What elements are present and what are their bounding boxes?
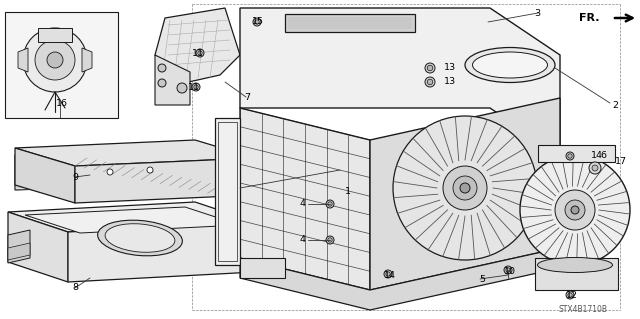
Polygon shape <box>8 202 255 232</box>
Circle shape <box>589 162 601 174</box>
Text: 6: 6 <box>600 152 606 160</box>
Circle shape <box>194 85 198 89</box>
Circle shape <box>571 206 579 214</box>
Polygon shape <box>240 248 560 310</box>
Text: 4: 4 <box>300 235 306 244</box>
Circle shape <box>565 200 585 220</box>
Circle shape <box>198 51 202 55</box>
Polygon shape <box>8 230 30 263</box>
Text: 2: 2 <box>612 100 618 109</box>
Circle shape <box>425 77 435 87</box>
Polygon shape <box>15 148 255 200</box>
Polygon shape <box>155 8 240 85</box>
Polygon shape <box>288 17 412 29</box>
Polygon shape <box>285 14 415 32</box>
Circle shape <box>326 200 334 208</box>
Polygon shape <box>5 12 118 118</box>
Text: 17: 17 <box>615 158 627 167</box>
Circle shape <box>393 116 537 260</box>
Circle shape <box>443 166 487 210</box>
Polygon shape <box>155 55 190 105</box>
Text: 4: 4 <box>300 199 306 209</box>
Circle shape <box>566 291 574 299</box>
Circle shape <box>177 83 187 93</box>
Text: 15: 15 <box>252 18 264 26</box>
Polygon shape <box>8 243 30 260</box>
Text: STX4B1710B: STX4B1710B <box>559 306 607 315</box>
Text: FR.: FR. <box>579 13 600 23</box>
Polygon shape <box>38 28 72 42</box>
Ellipse shape <box>538 257 612 272</box>
Circle shape <box>47 52 63 68</box>
Text: 13: 13 <box>444 78 456 86</box>
Circle shape <box>384 270 392 278</box>
Circle shape <box>192 83 200 91</box>
Circle shape <box>35 40 75 80</box>
Polygon shape <box>370 98 560 290</box>
Ellipse shape <box>465 48 555 83</box>
Circle shape <box>107 169 113 175</box>
Circle shape <box>592 165 598 171</box>
Polygon shape <box>215 118 240 265</box>
Text: 11: 11 <box>192 48 204 57</box>
Text: 5: 5 <box>479 276 485 285</box>
Circle shape <box>504 266 512 274</box>
Circle shape <box>568 293 572 297</box>
Circle shape <box>147 167 153 173</box>
Text: 14: 14 <box>384 271 396 279</box>
Circle shape <box>460 183 470 193</box>
Polygon shape <box>15 148 75 203</box>
Polygon shape <box>538 145 615 162</box>
Text: 1: 1 <box>345 188 351 197</box>
Polygon shape <box>535 258 618 290</box>
Polygon shape <box>82 48 92 72</box>
Text: 11: 11 <box>188 83 200 92</box>
Circle shape <box>328 202 332 206</box>
Ellipse shape <box>472 52 547 78</box>
Polygon shape <box>240 108 370 290</box>
Circle shape <box>196 49 204 57</box>
Circle shape <box>428 79 433 85</box>
Polygon shape <box>25 207 240 233</box>
Circle shape <box>425 63 435 73</box>
Circle shape <box>158 64 166 72</box>
Polygon shape <box>8 212 68 282</box>
Circle shape <box>328 238 332 242</box>
Circle shape <box>568 154 572 158</box>
Text: 7: 7 <box>244 93 250 101</box>
Text: 9: 9 <box>72 173 78 182</box>
Text: 12: 12 <box>566 292 578 300</box>
Text: 14: 14 <box>591 152 603 160</box>
Text: 13: 13 <box>444 63 456 72</box>
Circle shape <box>386 272 390 276</box>
Text: 16: 16 <box>56 99 68 108</box>
Polygon shape <box>15 140 255 166</box>
Circle shape <box>23 28 87 92</box>
Circle shape <box>506 268 510 272</box>
Ellipse shape <box>105 224 175 252</box>
Circle shape <box>326 236 334 244</box>
Polygon shape <box>240 258 285 278</box>
Text: 3: 3 <box>534 9 540 18</box>
Polygon shape <box>75 158 255 203</box>
Circle shape <box>453 176 477 200</box>
Circle shape <box>428 65 433 71</box>
Text: 8: 8 <box>72 284 78 293</box>
Polygon shape <box>68 222 255 282</box>
Circle shape <box>158 79 166 87</box>
Circle shape <box>555 190 595 230</box>
Text: 10: 10 <box>504 266 516 276</box>
Circle shape <box>520 155 630 265</box>
Circle shape <box>566 152 574 160</box>
Polygon shape <box>18 48 28 72</box>
Circle shape <box>253 18 261 26</box>
Polygon shape <box>240 8 560 155</box>
Circle shape <box>255 20 259 24</box>
Ellipse shape <box>98 220 182 256</box>
